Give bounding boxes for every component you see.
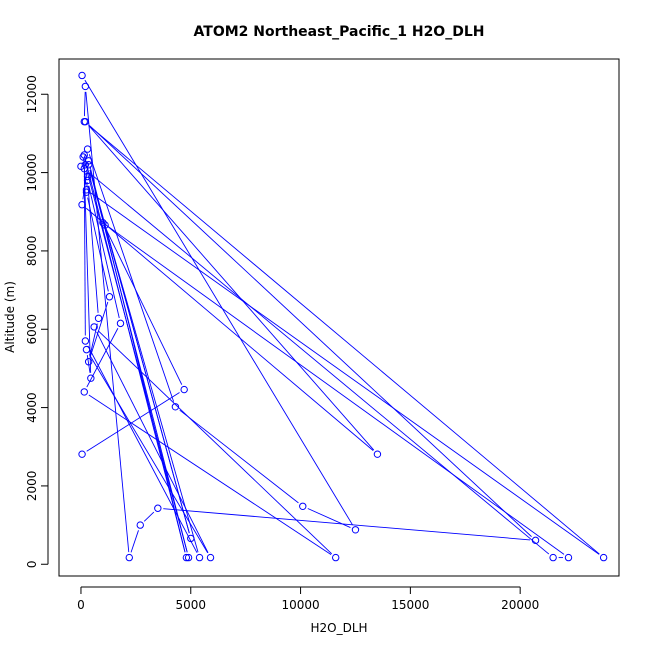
data-point	[182, 553, 191, 562]
series-segment	[86, 354, 91, 373]
data-point	[206, 553, 215, 562]
data-point	[101, 221, 109, 229]
series-segment	[107, 225, 565, 555]
x-tick-label: 10000	[281, 598, 319, 612]
data-point	[184, 553, 193, 562]
y-tick-label: 12000	[25, 75, 39, 113]
x-tick-label: 20000	[501, 598, 539, 612]
plot-frame	[58, 58, 620, 577]
data-point	[90, 323, 98, 331]
chart-title: ATOM2 Northeast_Pacific_1 H2O_DLH	[194, 24, 485, 40]
data-point	[84, 358, 93, 366]
data-point	[82, 345, 91, 354]
series-segment	[104, 227, 183, 385]
series-segment	[88, 124, 600, 555]
data-point	[94, 314, 103, 322]
series-segment	[89, 169, 188, 553]
series-segment	[88, 125, 375, 451]
data-point	[549, 553, 557, 562]
x-axis-label: H2O_DLH	[310, 621, 367, 635]
series-segment	[96, 331, 209, 553]
series-segment	[87, 185, 99, 313]
series-segment	[88, 171, 550, 555]
y-tick-label: 10000	[25, 153, 39, 191]
series-segment	[83, 91, 86, 117]
y-tick-label: 6000	[25, 314, 39, 345]
series-segment	[87, 197, 109, 292]
series-segment	[143, 511, 155, 522]
x-tick-label: 5000	[175, 598, 206, 612]
data-point	[564, 553, 573, 562]
data-point	[187, 534, 195, 543]
series-segment	[88, 394, 332, 555]
data-point	[116, 319, 125, 328]
y-axis-label: Altitude (m)	[3, 281, 17, 353]
data-point	[195, 553, 204, 562]
series-segment	[89, 301, 109, 357]
data-point	[80, 388, 88, 396]
series-segment	[163, 508, 531, 541]
series-segment	[130, 530, 139, 553]
data-point	[171, 403, 180, 411]
series-segment	[86, 392, 180, 452]
data-point	[82, 188, 91, 196]
series-segment	[90, 192, 600, 555]
series-segment	[83, 174, 92, 373]
series-group	[77, 71, 608, 562]
series-segment	[85, 207, 374, 451]
series-segment	[84, 79, 354, 526]
data-point	[332, 553, 340, 562]
data-point	[299, 502, 307, 510]
data-point	[83, 176, 92, 185]
data-point	[531, 536, 540, 545]
series-segment	[86, 169, 188, 553]
y-tick-label: 2000	[25, 471, 39, 502]
x-tick-label: 15000	[391, 598, 429, 612]
data-point	[87, 374, 95, 382]
data-point	[83, 172, 92, 181]
data-point	[84, 161, 93, 169]
series-segment	[179, 409, 299, 504]
data-point	[81, 337, 90, 345]
data-point	[80, 164, 88, 173]
x-axis: 0 5000 10000 15000 20000	[77, 586, 539, 612]
data-point	[78, 450, 86, 458]
data-point	[82, 186, 91, 194]
data-point	[599, 553, 608, 562]
data-point	[180, 385, 188, 394]
data-point	[154, 504, 162, 512]
y-tick-label: 0	[25, 560, 39, 568]
data-point	[81, 161, 90, 169]
data-point	[78, 201, 86, 209]
series-segment	[106, 230, 199, 553]
series-segment	[88, 354, 209, 554]
data-point	[136, 521, 144, 529]
data-point	[83, 145, 92, 153]
data-point	[81, 82, 90, 91]
series-segment	[89, 125, 532, 537]
series-segment	[85, 91, 130, 553]
series-segment	[88, 154, 175, 402]
data-point	[78, 71, 86, 80]
data-point	[125, 553, 133, 562]
y-tick-label: 4000	[25, 392, 39, 423]
series-segment	[86, 328, 119, 388]
data-point	[99, 219, 107, 227]
data-point	[81, 117, 90, 126]
x-tick-label: 0	[77, 598, 85, 612]
data-point	[80, 151, 88, 159]
data-point	[105, 293, 114, 301]
y-axis: 0 2000 4000 6000 8000 10000 12000	[25, 75, 49, 568]
data-point	[351, 526, 360, 534]
series-segment	[97, 330, 333, 555]
data-point	[373, 450, 382, 458]
series-segment	[88, 185, 120, 319]
y-tick-label: 8000	[25, 236, 39, 267]
